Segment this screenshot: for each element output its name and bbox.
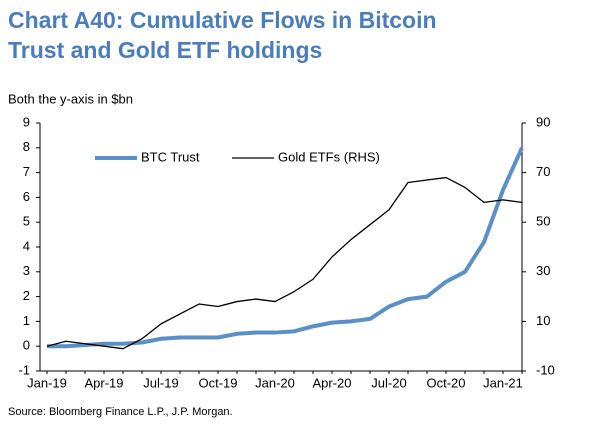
x-tick-label: Apr-19 [84, 375, 123, 390]
y-tick-label: 5 [23, 214, 30, 229]
subtitle: Both the y-axis in $bn [8, 91, 133, 106]
y2-tick-label: 90 [536, 114, 550, 129]
y2-tick-label: 10 [536, 313, 550, 328]
y-tick-label: 0 [23, 338, 30, 353]
x-tick-label: Apr-20 [312, 375, 351, 390]
y-tick-label: 9 [23, 114, 30, 129]
y-tick-label: 1 [23, 313, 30, 328]
series-line [46, 176, 523, 350]
chart-title: Trust and Gold ETF holdings [8, 37, 322, 63]
x-tick-label: Jan-20 [255, 375, 295, 390]
x-tick-label: Jan-21 [483, 375, 523, 390]
x-tick-label: Jul-19 [143, 375, 178, 390]
x-tick-label: Jan-19 [27, 375, 67, 390]
y-tick-label: 6 [23, 189, 30, 204]
series-line [47, 146, 524, 349]
source: Source: Bloomberg Finance L.P., J.P. Mor… [8, 406, 233, 418]
x-tick-label: Jul-20 [371, 375, 406, 390]
y-tick-label: -1 [18, 362, 30, 377]
chart-title: Chart A40: Cumulative Flows in Bitcoin [8, 7, 437, 33]
y2-tick-label: 70 [536, 164, 550, 179]
legend-label: BTC Trust [141, 149, 200, 164]
x-tick-label: Oct-19 [198, 375, 237, 390]
y-tick-label: 3 [23, 263, 30, 278]
y-tick-label: 4 [23, 238, 30, 253]
y2-tick-label: 50 [536, 214, 550, 229]
y2-tick-label: 30 [536, 263, 550, 278]
y-tick-label: 2 [23, 288, 30, 303]
x-tick-label: Oct-20 [426, 375, 465, 390]
legend-label: Gold ETFs (RHS) [278, 149, 380, 164]
y2-tick-label: -10 [536, 362, 555, 377]
y-tick-label: 8 [23, 139, 30, 154]
y-tick-label: 7 [23, 164, 30, 179]
